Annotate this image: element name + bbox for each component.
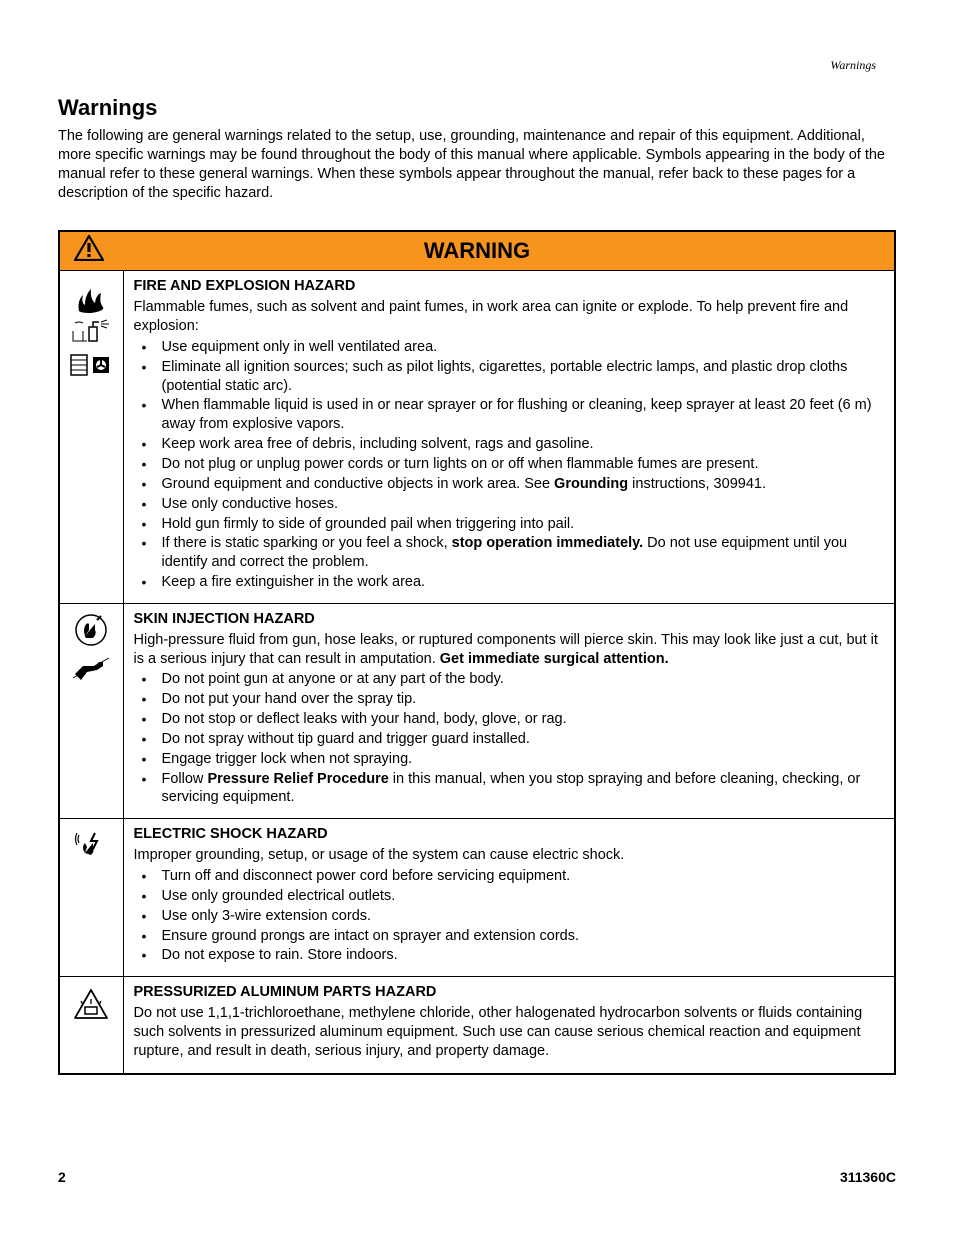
hazard-content: SKIN INJECTION HAZARD High-pressure flui…	[123, 603, 895, 818]
hazard-title: FIRE AND EXPLOSION HAZARD	[134, 277, 885, 296]
list-item: Do not stop or deflect leaks with your h…	[134, 710, 885, 729]
spray-container-icon	[64, 319, 119, 349]
hazard-row: PRESSURIZED ALUMINUM PARTS HAZARD Do not…	[59, 977, 895, 1074]
list-item: Do not plug or unplug power cords or tur…	[134, 455, 885, 474]
warning-header-text: WARNING	[424, 238, 530, 264]
hazard-title: SKIN INJECTION HAZARD	[134, 610, 885, 629]
hazard-content: ELECTRIC SHOCK HAZARD Improper grounding…	[123, 819, 895, 977]
fire-icon	[64, 281, 119, 315]
list-item: Do not put your hand over the spray tip.	[134, 690, 885, 709]
hazard-desc: Flammable fumes, such as solvent and pai…	[134, 298, 885, 336]
warning-triangle-icon	[74, 235, 104, 267]
list-item: Turn off and disconnect power cord befor…	[134, 867, 885, 886]
warning-table: WARNING	[58, 230, 896, 1074]
page-title: Warnings	[58, 95, 896, 121]
hazard-desc: High-pressure fluid from gun, hose leaks…	[134, 631, 885, 669]
hazard-icon-cell	[59, 603, 123, 818]
spray-gun-icon	[64, 654, 119, 682]
list-item: Use only grounded electrical outlets.	[134, 887, 885, 906]
running-header: Warnings	[830, 58, 876, 73]
list-item: Ensure ground prongs are intact on spray…	[134, 927, 885, 946]
list-item: Eliminate all ignition sources; such as …	[134, 358, 885, 396]
pressurized-parts-icon	[64, 987, 119, 1023]
hazard-icon-cell	[59, 977, 123, 1074]
list-item: Use only 3-wire extension cords.	[134, 907, 885, 926]
list-item: When flammable liquid is used in or near…	[134, 396, 885, 434]
hazard-list: Turn off and disconnect power cord befor…	[134, 867, 885, 965]
list-item: Engage trigger lock when not spraying.	[134, 750, 885, 769]
list-item: Follow Pressure Relief Procedure in this…	[134, 770, 885, 808]
list-item: If there is static sparking or you feel …	[134, 534, 885, 572]
injection-hand-icon	[64, 614, 119, 650]
hazard-content: PRESSURIZED ALUMINUM PARTS HAZARD Do not…	[123, 977, 895, 1074]
list-item: Use equipment only in well ventilated ar…	[134, 338, 885, 357]
list-item: Hold gun firmly to side of grounded pail…	[134, 515, 885, 534]
doc-number: 311360C	[840, 1169, 896, 1185]
list-item: Do not point gun at anyone or at any par…	[134, 670, 885, 689]
electric-shock-icon	[64, 829, 119, 865]
hazard-content: FIRE AND EXPLOSION HAZARD Flammable fume…	[123, 271, 895, 604]
hazard-desc: Improper grounding, setup, or usage of t…	[134, 846, 885, 865]
hazard-list: Do not point gun at anyone or at any par…	[134, 670, 885, 807]
list-item: Ground equipment and conductive objects …	[134, 475, 885, 494]
warning-header-row: WARNING	[59, 231, 895, 271]
page-number: 2	[58, 1169, 66, 1185]
ventilation-icon	[64, 353, 119, 379]
hazard-title: PRESSURIZED ALUMINUM PARTS HAZARD	[134, 983, 885, 1002]
hazard-icon-cell	[59, 271, 123, 604]
hazard-row: ELECTRIC SHOCK HAZARD Improper grounding…	[59, 819, 895, 977]
hazard-row: SKIN INJECTION HAZARD High-pressure flui…	[59, 603, 895, 818]
hazard-desc: Do not use 1,1,1-trichloroethane, methyl…	[134, 1004, 885, 1061]
list-item: Do not expose to rain. Store indoors.	[134, 946, 885, 965]
list-item: Do not spray without tip guard and trigg…	[134, 730, 885, 749]
hazard-list: Use equipment only in well ventilated ar…	[134, 338, 885, 592]
intro-paragraph: The following are general warnings relat…	[58, 127, 896, 202]
page-footer: 2 311360C	[58, 1169, 896, 1185]
hazard-title: ELECTRIC SHOCK HAZARD	[134, 825, 885, 844]
hazard-row: FIRE AND EXPLOSION HAZARD Flammable fume…	[59, 271, 895, 604]
hazard-icon-cell	[59, 819, 123, 977]
list-item: Keep work area free of debris, including…	[134, 435, 885, 454]
list-item: Keep a fire extinguisher in the work are…	[134, 573, 885, 592]
list-item: Use only conductive hoses.	[134, 495, 885, 514]
